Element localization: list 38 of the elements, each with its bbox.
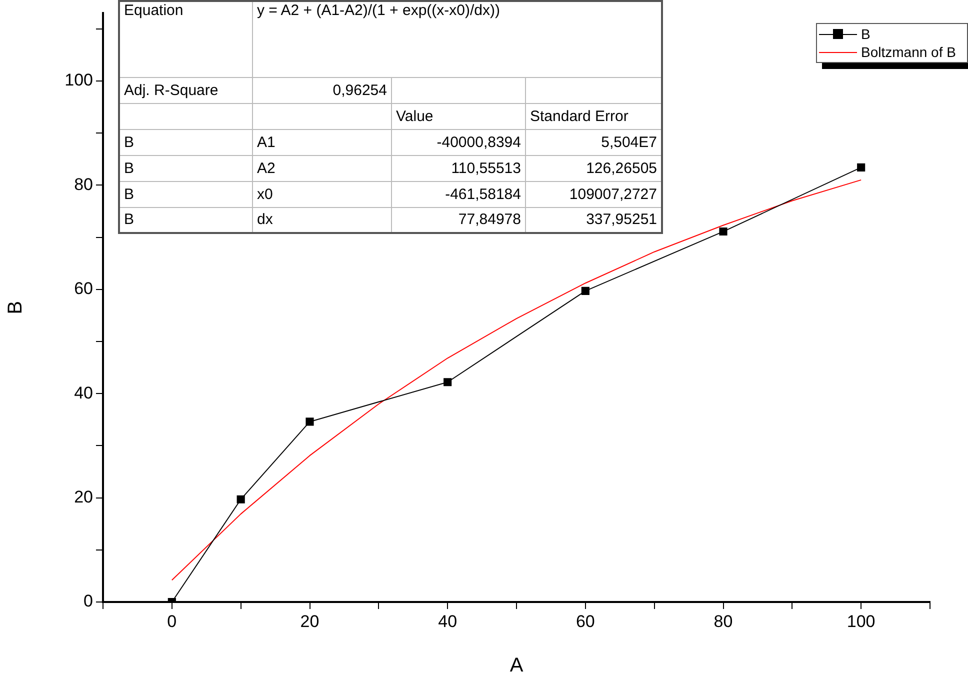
annotation: y = A2 + (A1-A2)/(1 + exp((x-x0)/dx)) <box>257 2 500 19</box>
x-tick-label: 0 <box>167 612 177 631</box>
annotation: B <box>124 160 134 176</box>
legend-label: Boltzmann of B <box>861 44 956 60</box>
y-tick-label: 0 <box>84 592 93 611</box>
x-tick-label: 60 <box>576 612 595 631</box>
x-tick-label: 100 <box>846 612 876 631</box>
annotation: B <box>124 186 134 202</box>
annotation: B <box>124 134 134 150</box>
y-tick-label: 60 <box>74 279 93 298</box>
annotation: Standard Error <box>530 108 628 124</box>
annotation: 110,55513 <box>451 160 521 176</box>
annotation: Equation <box>124 2 184 19</box>
legend-label: B <box>861 26 870 42</box>
y-tick-label: 100 <box>64 70 93 90</box>
annotation: 5,504E7 <box>601 134 657 150</box>
annotation: 77,84978 <box>458 211 521 228</box>
x-tick-label: 20 <box>300 612 320 631</box>
annotation: x0 <box>257 186 273 202</box>
y-tick-label: 40 <box>74 383 93 402</box>
annotation: B <box>124 211 134 228</box>
x-tick-label: 40 <box>438 612 458 631</box>
x-axis-title: A <box>510 654 524 677</box>
annotation: Value <box>396 108 434 124</box>
x-tick-label: 80 <box>714 612 733 631</box>
annotation: 0,96254 <box>332 82 387 98</box>
y-tick-label: 80 <box>74 174 93 194</box>
annotation: 109007,2727 <box>569 186 657 202</box>
annotation: 337,95251 <box>586 211 657 228</box>
annotation: dx <box>257 211 273 228</box>
annotation: -40000,8394 <box>436 134 521 150</box>
y-tick-label: 20 <box>74 487 93 506</box>
annotation: A2 <box>257 160 276 176</box>
annotation: A1 <box>257 134 276 150</box>
annotation: 126,26505 <box>586 160 657 176</box>
annotation: -461,58184 <box>445 186 521 202</box>
annotation: Adj. R-Square <box>124 82 218 98</box>
y-axis-title: B <box>4 300 27 314</box>
